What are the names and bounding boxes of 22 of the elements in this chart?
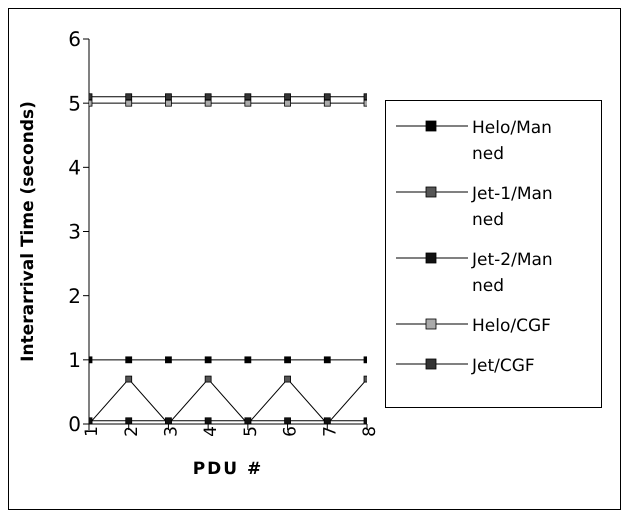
y-tick-label: 4 (68, 155, 81, 180)
legend-label: Jet-1/Manned (472, 183, 554, 232)
y-tick-label: 2 (68, 284, 81, 308)
x-tick-label: 2 (122, 426, 142, 437)
y-axis-title: Interarrival Time (seconds) (18, 101, 38, 362)
x-axis-title: PDU # (192, 459, 264, 479)
legend-label: Jet-2/Manned (472, 249, 554, 298)
x-tick-label: 8 (360, 426, 380, 437)
x-tick-label: 1 (82, 426, 102, 437)
legend-label: Jet/CGF (472, 355, 536, 378)
legend-label: Helo/Manned (472, 117, 553, 166)
y-tick-label: 3 (68, 220, 81, 244)
x-tick-label: 5 (240, 426, 261, 437)
x-tick-label: 3 (162, 426, 182, 437)
x-tick-label: 4 (201, 426, 222, 437)
legend-label: Helo/CGF (472, 315, 552, 338)
y-tick-label: 1 (68, 348, 81, 372)
y-tick-label: 5 (68, 91, 81, 116)
x-tick-label: 6 (280, 426, 301, 437)
y-tick-label: 0 (68, 412, 81, 436)
y-tick-label: 6 (68, 27, 81, 52)
x-tick-label: 7 (320, 426, 340, 437)
